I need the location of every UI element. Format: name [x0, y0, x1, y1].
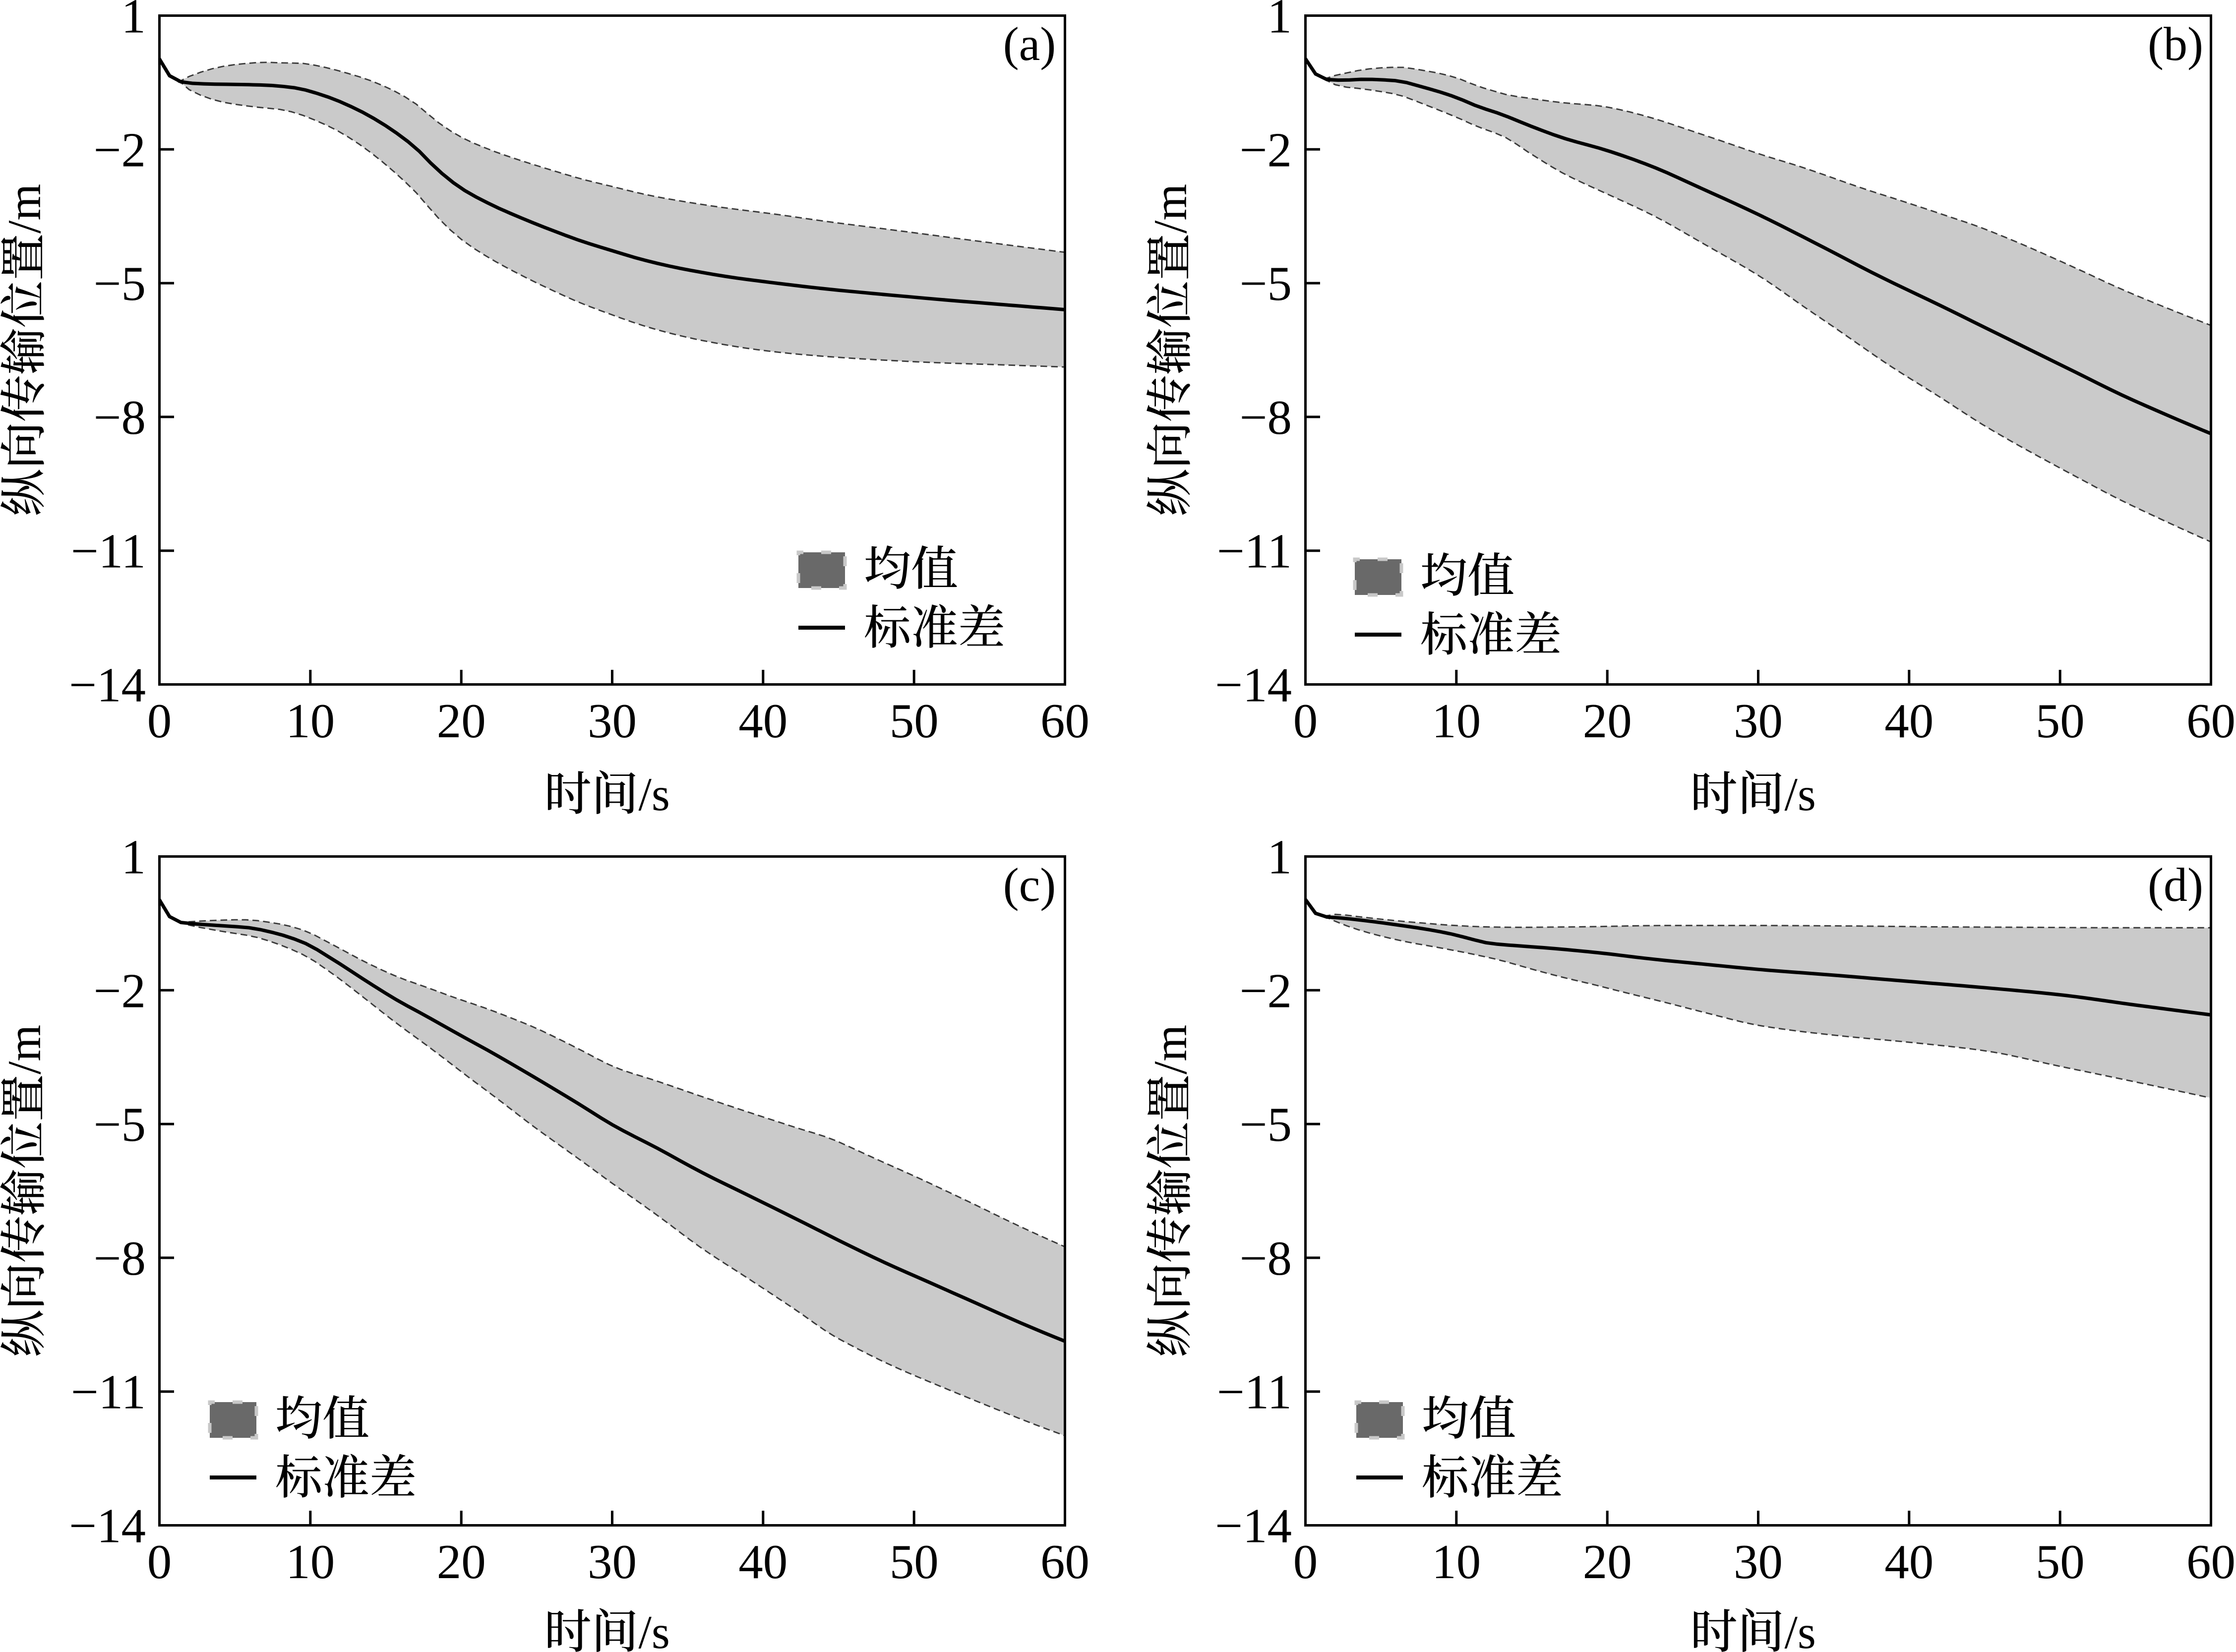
- svg-text:30: 30: [588, 694, 637, 748]
- svg-text:−5: −5: [1240, 257, 1292, 311]
- svg-text:20: 20: [437, 694, 486, 748]
- svg-text:50: 50: [2036, 1535, 2085, 1589]
- svg-text:/m: /m: [1144, 184, 1197, 234]
- svg-text:1: 1: [1268, 0, 1292, 44]
- svg-text:−8: −8: [1240, 391, 1292, 445]
- svg-text:−14: −14: [1215, 1499, 1292, 1553]
- svg-text:1: 1: [121, 0, 146, 44]
- svg-text:10: 10: [286, 694, 335, 748]
- svg-text:20: 20: [437, 1535, 486, 1589]
- svg-text:0: 0: [1293, 694, 1318, 748]
- svg-text:−5: −5: [94, 257, 146, 311]
- svg-text:−11: −11: [1217, 1365, 1292, 1419]
- svg-text:1: 1: [121, 830, 146, 885]
- svg-text:/s: /s: [639, 768, 670, 821]
- svg-text:(a): (a): [1003, 17, 1056, 70]
- svg-text:0: 0: [1293, 1535, 1318, 1589]
- svg-text:30: 30: [1734, 694, 1783, 748]
- svg-text:50: 50: [890, 1535, 939, 1589]
- svg-text:/s: /s: [639, 1606, 670, 1652]
- svg-text:−8: −8: [94, 1232, 146, 1286]
- svg-text:/m: /m: [1144, 1025, 1197, 1074]
- svg-text:40: 40: [1884, 1535, 1934, 1589]
- svg-text:0: 0: [147, 694, 172, 748]
- svg-text:1: 1: [1268, 830, 1292, 885]
- svg-text:−2: −2: [1240, 964, 1292, 1018]
- svg-text:40: 40: [1884, 694, 1934, 748]
- svg-text:/s: /s: [1785, 1606, 1816, 1652]
- svg-text:−5: −5: [94, 1098, 146, 1152]
- svg-text:−2: −2: [94, 964, 146, 1018]
- svg-text:60: 60: [2186, 1535, 2236, 1589]
- svg-text:0: 0: [147, 1535, 172, 1589]
- svg-text:30: 30: [588, 1535, 637, 1589]
- svg-text:20: 20: [1583, 1535, 1632, 1589]
- svg-text:−11: −11: [71, 525, 146, 579]
- svg-text:−8: −8: [1240, 1232, 1292, 1286]
- svg-text:/s: /s: [1785, 768, 1816, 821]
- svg-text:−5: −5: [1240, 1098, 1292, 1152]
- svg-text:−14: −14: [1215, 658, 1292, 712]
- svg-text:−14: −14: [69, 658, 146, 712]
- svg-text:(b): (b): [2148, 17, 2203, 70]
- svg-text:−14: −14: [69, 1499, 146, 1553]
- svg-text:10: 10: [1432, 694, 1481, 748]
- svg-text:30: 30: [1734, 1535, 1783, 1589]
- svg-text:(c): (c): [1003, 858, 1056, 911]
- svg-text:40: 40: [738, 1535, 787, 1589]
- svg-text:60: 60: [1040, 1535, 1089, 1589]
- svg-text:−11: −11: [1217, 525, 1292, 579]
- svg-text:−2: −2: [94, 123, 146, 177]
- svg-text:/m: /m: [0, 1025, 51, 1074]
- svg-text:20: 20: [1583, 694, 1632, 748]
- svg-text:40: 40: [738, 694, 787, 748]
- svg-text:/m: /m: [0, 184, 51, 234]
- svg-text:(d): (d): [2148, 858, 2203, 911]
- svg-text:−2: −2: [1240, 123, 1292, 177]
- svg-text:60: 60: [1040, 694, 1089, 748]
- svg-text:50: 50: [890, 694, 939, 748]
- svg-text:60: 60: [2186, 694, 2236, 748]
- svg-text:10: 10: [286, 1535, 335, 1589]
- svg-text:−11: −11: [71, 1365, 146, 1419]
- svg-text:−8: −8: [94, 391, 146, 445]
- svg-text:10: 10: [1432, 1535, 1481, 1589]
- svg-text:50: 50: [2036, 694, 2085, 748]
